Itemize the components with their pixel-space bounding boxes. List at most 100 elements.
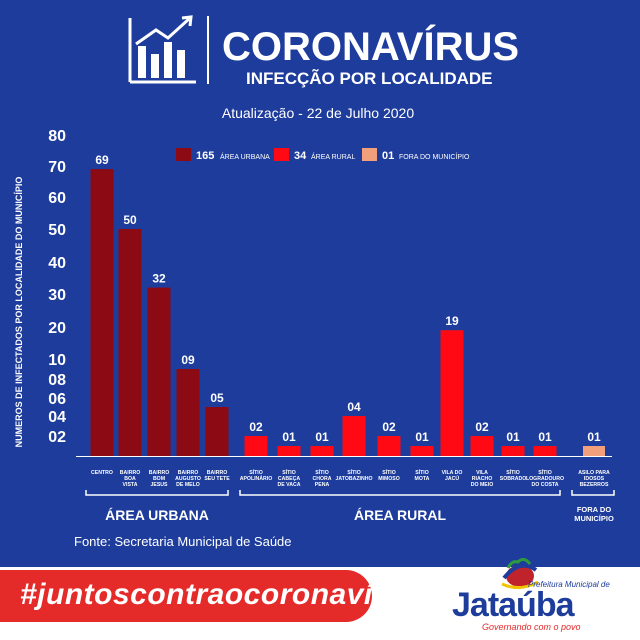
bar: [147, 287, 171, 456]
category-label: DE VACA: [278, 482, 301, 488]
y-tick-label: 08: [48, 372, 66, 389]
legend-count: 165: [196, 150, 214, 162]
group-label: MUNICÍPIO: [574, 514, 614, 523]
legend-label: ÁREA RURAL: [311, 152, 355, 161]
bar-value-label: 50: [123, 213, 137, 227]
y-tick-label: 30: [48, 287, 66, 304]
category-label: MIMOSO: [378, 476, 400, 482]
category-label: SÍTIO: [315, 468, 329, 476]
legend-count: 34: [294, 150, 307, 162]
category-label: BAIRRO: [149, 470, 169, 476]
group-bracket: [239, 490, 561, 496]
category-label: AUGUSTO: [175, 476, 201, 482]
bar: [533, 446, 557, 456]
bar-value-label: 05: [210, 391, 224, 405]
category-label: ASILO PARA: [578, 470, 610, 476]
legend-swatch: [274, 148, 289, 161]
category-label: SÍTIO: [249, 468, 263, 476]
bar: [176, 369, 200, 456]
hashtag-text: #juntoscontraocoronavírus: [20, 578, 421, 611]
category-label: JACÚ: [445, 475, 459, 482]
category-label: LOGRADOURO: [526, 476, 564, 482]
bar-value-label: 01: [282, 430, 296, 444]
y-tick-label: 10: [48, 352, 66, 369]
y-tick-label: 60: [48, 190, 66, 207]
y-tick-label: 40: [48, 255, 66, 272]
category-label: BOA: [124, 476, 136, 482]
bar-value-label: 69: [95, 153, 109, 167]
category-label: BAIRRO: [178, 470, 198, 476]
category-label: DO MEIO: [471, 482, 493, 488]
category-label: BOM: [153, 476, 165, 482]
category-label: CABEÇA: [278, 476, 300, 482]
brand: Prefeitura Municipal de Jataúba Governan…: [436, 556, 616, 636]
category-label: RIACHO: [472, 476, 492, 482]
category-label: CHORA: [312, 476, 331, 482]
bar: [440, 330, 464, 456]
category-label: VISTA: [123, 482, 138, 488]
update-date: Atualização - 22 de Julho 2020: [222, 105, 414, 121]
group-label: FORA DO: [577, 505, 611, 514]
bar: [501, 446, 525, 456]
bar: [377, 436, 401, 456]
legend-label: ÁREA URBANA: [220, 152, 270, 161]
city-logo-icon: [501, 557, 539, 589]
category-label: SOBRADO: [500, 476, 527, 482]
y-tick-label: 06: [48, 391, 66, 408]
legend: 165 ÁREA URBANA 34 ÁREA RURAL 01 FORA DO MUNI…: [176, 148, 470, 162]
category-label: SÍTIO: [282, 468, 296, 476]
legend-count: 01: [382, 150, 394, 162]
y-tick-label: 02: [48, 429, 66, 446]
category-label: VILA: [476, 470, 488, 476]
brand-small-text: Prefeitura Municipal de: [528, 580, 610, 589]
category-label: SÍTIO: [382, 468, 396, 476]
bar-value-label: 01: [315, 430, 329, 444]
page-subtitle: INFECÇÃO POR LOCALIDADE: [246, 68, 493, 88]
group-bracket: [85, 490, 229, 496]
category-label: IDOSOS: [584, 476, 605, 482]
category-label: SÍTIO: [415, 468, 429, 476]
bar-value-label: 01: [587, 430, 601, 444]
category-label: JESUS: [150, 482, 168, 488]
bar: [583, 446, 605, 456]
y-tick-label: 04: [48, 409, 66, 426]
category-label: SÍTIO: [506, 468, 520, 476]
hashtag-banner: #juntoscontraocoronavírus: [0, 570, 420, 622]
bar: [410, 446, 434, 456]
legend-label: FORA DO MUNICÍPIO: [399, 152, 470, 161]
group-bracket: [571, 490, 615, 496]
category-label: VILA DO: [442, 470, 463, 476]
bar-value-label: 02: [249, 420, 263, 434]
y-tick-label: 80: [48, 128, 66, 145]
category-label: SÍTIO: [538, 468, 552, 476]
bar: [310, 446, 334, 456]
bar: [118, 229, 142, 456]
category-label: SEU TETE: [204, 476, 230, 482]
brand-name: Jataúba: [452, 586, 574, 624]
bar-value-label: 01: [538, 430, 552, 444]
legend-swatch: [176, 148, 191, 161]
category-label: PENA: [315, 482, 330, 488]
category-label: APOLINÁRIO: [240, 475, 273, 482]
bar-value-label: 01: [415, 430, 429, 444]
bar: [277, 446, 301, 456]
category-label: JATOBAZINHO: [336, 476, 373, 482]
y-axis-label: NUMEROS DE INFECTADOS POR LOCALIDADE DO …: [14, 177, 24, 448]
bar-value-label: 32: [152, 272, 166, 286]
category-label: SÍTIO: [347, 468, 361, 476]
bars: 69CENTRO50BAIRROBOAVISTA32BAIRROBOMJESUS…: [76, 153, 612, 488]
growth-chart-icon: [128, 15, 196, 84]
bar: [342, 416, 366, 456]
category-label: DE MELO: [176, 482, 200, 488]
group-label: ÁREA RURAL: [354, 507, 446, 523]
bar-value-label: 02: [382, 420, 396, 434]
bar: [90, 169, 114, 456]
legend-swatch: [362, 148, 377, 161]
chart-svg: CORONAVÍRUS INFECÇÃO POR LOCALIDADE Atua…: [14, 15, 615, 549]
brand-slogan: Governando com o povo: [482, 622, 581, 632]
category-label: BAIRRO: [120, 470, 140, 476]
bar-value-label: 01: [506, 430, 520, 444]
